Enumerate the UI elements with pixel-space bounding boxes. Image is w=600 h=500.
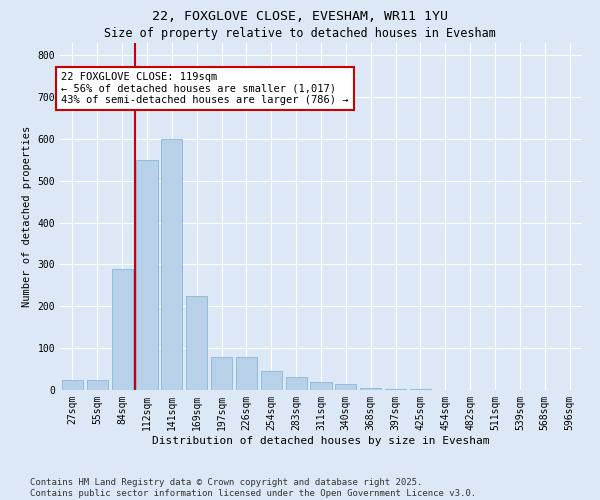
Bar <box>136 160 158 390</box>
Text: 22, FOXGLOVE CLOSE, EVESHAM, WR11 1YU: 22, FOXGLOVE CLOSE, EVESHAM, WR11 1YU <box>152 10 448 23</box>
Bar <box>161 139 182 390</box>
Bar <box>87 380 108 390</box>
Bar <box>310 382 332 390</box>
Bar <box>186 296 207 390</box>
Bar <box>335 384 356 390</box>
Bar <box>236 356 257 390</box>
X-axis label: Distribution of detached houses by size in Evesham: Distribution of detached houses by size … <box>152 436 490 446</box>
Bar <box>261 371 282 390</box>
Bar <box>62 380 83 390</box>
Bar <box>211 356 232 390</box>
Text: Contains HM Land Registry data © Crown copyright and database right 2025.
Contai: Contains HM Land Registry data © Crown c… <box>30 478 476 498</box>
Bar <box>410 389 431 390</box>
Bar <box>286 378 307 390</box>
Text: 22 FOXGLOVE CLOSE: 119sqm
← 56% of detached houses are smaller (1,017)
43% of se: 22 FOXGLOVE CLOSE: 119sqm ← 56% of detac… <box>61 72 349 105</box>
Bar <box>112 268 133 390</box>
Text: Size of property relative to detached houses in Evesham: Size of property relative to detached ho… <box>104 28 496 40</box>
Y-axis label: Number of detached properties: Number of detached properties <box>22 126 32 307</box>
Bar <box>360 388 381 390</box>
Bar <box>385 388 406 390</box>
